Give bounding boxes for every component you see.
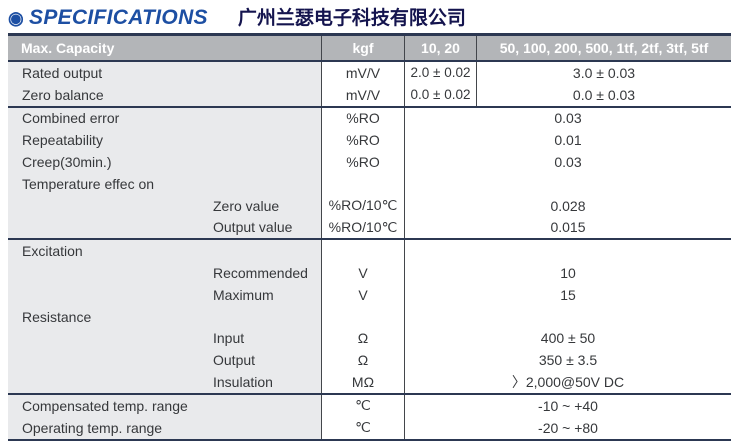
row-label: Insulation — [8, 371, 322, 393]
row-label: Operating temp. range — [8, 416, 322, 439]
row-label: Maximum — [8, 283, 322, 306]
row-value: -10 ~ +40 — [538, 397, 598, 414]
row-unit — [322, 172, 405, 195]
spec-row: Zero value %RO/10℃ 0.028 — [8, 194, 731, 217]
row-value-small-capacity: 2.0 ± 0.02 — [405, 62, 477, 84]
row-value — [405, 306, 731, 328]
row-label: Output value — [8, 216, 322, 239]
row-value-large-capacity: 3.0 ± 0.03 — [572, 64, 636, 81]
specifications-table: Max. Capacity kgf 10, 20 50, 100, 200, 5… — [8, 33, 731, 441]
row-value: 0.01 — [554, 132, 582, 149]
row-unit: MΩ — [322, 371, 405, 393]
spec-row: Creep(30min.) %RO 0.03 — [8, 151, 731, 173]
row-value — [405, 240, 731, 262]
row-label: Resistance — [8, 305, 322, 328]
header-cell-max-capacity: Max. Capacity — [8, 36, 322, 60]
row-unit: ℃ — [322, 394, 405, 417]
spec-table-body: Rated output mV/V 2.0 ± 0.02 3.0 ± 0.03 Zero… — [8, 62, 731, 439]
row-label: Repeatability — [8, 129, 322, 152]
row-unit: Ω — [322, 327, 405, 350]
header-cell-large-capacities: 50, 100, 200, 500, 1tf, 2tf, 3tf, 5tf — [499, 40, 709, 56]
row-unit: V — [322, 262, 405, 284]
row-unit: mV/V — [322, 83, 405, 106]
header-cell-small-capacities: 10, 20 — [405, 36, 477, 60]
spec-row: Maximum V 15 — [8, 283, 731, 306]
spec-row: Excitation — [8, 238, 731, 263]
row-unit: %RO — [322, 151, 405, 173]
row-unit: Ω — [322, 349, 405, 372]
row-value-small-capacity: 0.0 ± 0.02 — [405, 83, 477, 106]
spec-row: Resistance — [8, 305, 731, 328]
row-value: 0.03 — [554, 154, 582, 171]
spec-row: Output Ω 350 ± 3.5 — [8, 349, 731, 372]
row-label: Combined error — [8, 107, 322, 130]
spec-row: Combined error %RO 0.03 — [8, 105, 731, 130]
row-unit — [322, 305, 405, 328]
row-label: Compensated temp. range — [8, 394, 322, 417]
row-label: Zero value — [8, 194, 322, 217]
spec-row: Temperature effec on — [8, 172, 731, 195]
company-name: 广州兰瑟电子科技有限公司 — [237, 7, 466, 29]
page-title-text: SPECIFICATIONS — [29, 6, 208, 29]
row-unit: %RO — [322, 129, 405, 152]
row-value: 0.015 — [550, 219, 586, 236]
row-value: 0.028 — [550, 197, 586, 214]
row-value: 350 ± 3.5 — [538, 352, 598, 369]
row-unit: V — [322, 283, 405, 306]
row-value: 0.03 — [554, 110, 582, 127]
row-label: Rated output — [8, 62, 322, 84]
row-value: 400 ± 50 — [540, 330, 596, 347]
row-unit: ℃ — [322, 416, 405, 439]
row-label: Recommended — [8, 262, 322, 284]
row-value: 15 — [560, 286, 576, 303]
spec-row: Repeatability %RO 0.01 — [8, 129, 731, 152]
row-label: Excitation — [8, 240, 322, 263]
row-label: Creep(30min.) — [8, 151, 322, 173]
spec-row: Zero balance mV/V 0.0 ± 0.02 0.0 ± 0.03 — [8, 83, 731, 106]
row-unit: mV/V — [322, 62, 405, 84]
row-label: Output — [8, 349, 322, 372]
table-header-row: Max. Capacity kgf 10, 20 50, 100, 200, 5… — [8, 36, 731, 62]
row-value — [405, 173, 731, 195]
page-title: ◉ SPECIFICATIONS — [8, 6, 208, 30]
header-cell-unit-kgf: kgf — [322, 36, 405, 60]
spec-row: Operating temp. range ℃ -20 ~ +80 — [8, 416, 731, 439]
row-label: Input — [8, 327, 322, 350]
spec-row: Input Ω 400 ± 50 — [8, 327, 731, 350]
spec-row: Insulation MΩ 〉2,000@50V DC — [8, 371, 731, 393]
bullseye-icon: ◉ — [8, 8, 25, 28]
row-value: 〉2,000@50V DC — [511, 374, 625, 391]
spec-row: Output value %RO/10℃ 0.015 — [8, 216, 731, 239]
row-label: Zero balance — [8, 83, 322, 106]
row-label: Temperature effec on — [8, 172, 322, 195]
row-value: -20 ~ +80 — [538, 419, 598, 436]
row-unit — [322, 240, 405, 263]
row-unit: %RO — [322, 107, 405, 130]
spec-row: Recommended V 10 — [8, 262, 731, 284]
row-unit: %RO/10℃ — [322, 194, 405, 217]
spec-row: Compensated temp. range ℃ -10 ~ +40 — [8, 392, 731, 417]
row-unit: %RO/10℃ — [322, 216, 405, 239]
title-bar: ◉ SPECIFICATIONS 广州兰瑟电子科技有限公司 — [0, 0, 734, 30]
spec-row: Rated output mV/V 2.0 ± 0.02 3.0 ± 0.03 — [8, 62, 731, 84]
row-value: 10 — [560, 265, 576, 282]
row-value-large-capacity: 0.0 ± 0.03 — [572, 86, 636, 103]
